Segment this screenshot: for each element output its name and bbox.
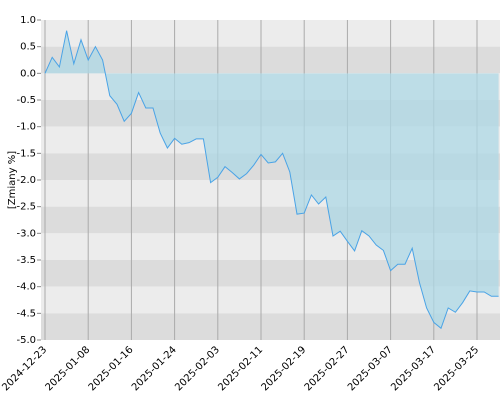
y-tick-label: -1.5 — [16, 148, 36, 159]
plot — [41, 20, 500, 340]
y-tick-label: -5.0 — [16, 335, 36, 346]
x-tick-label: 2025-02-03 — [173, 344, 222, 393]
x-tick-label: 2025-03-07 — [346, 344, 395, 393]
x-tick-label: 2025-01-24 — [130, 344, 179, 393]
y-tick-label: 0.5 — [20, 42, 36, 53]
y-tick-label: -3.5 — [16, 255, 36, 266]
line — [44, 30, 499, 330]
y-tick-label: -1.0 — [16, 122, 36, 133]
area — [45, 30, 499, 329]
y-tick-label: -4.5 — [16, 308, 36, 319]
x-tick-label: 2025-02-19 — [260, 344, 309, 393]
x-tick-label: 2025-03-25 — [432, 344, 481, 393]
y-tick-label: 0.0 — [20, 68, 36, 79]
grid-band — [41, 313, 500, 340]
y-tick-label: -4.0 — [16, 282, 36, 293]
grid-band — [41, 20, 500, 47]
y-axis-label: [Zmiany %] — [7, 151, 18, 209]
x-tick-label: 2025-01-08 — [44, 344, 93, 393]
grid-band — [41, 46, 500, 74]
x-tick-label: 2025-02-27 — [303, 344, 352, 393]
y-tick-label: -2.5 — [16, 202, 36, 213]
x-tick-label: 2024-12-23 — [0, 344, 49, 393]
y-tick-label: 1.0 — [20, 15, 36, 26]
x-tick-label: 2025-02-11 — [216, 344, 265, 393]
y-tick-label: -0.5 — [16, 95, 36, 106]
y-tick-label: -2.0 — [16, 175, 36, 186]
y-tick-label: -3.0 — [16, 228, 36, 239]
x-tick-label: 2025-03-17 — [389, 344, 438, 393]
x-tick-label: 2025-01-16 — [87, 344, 136, 393]
